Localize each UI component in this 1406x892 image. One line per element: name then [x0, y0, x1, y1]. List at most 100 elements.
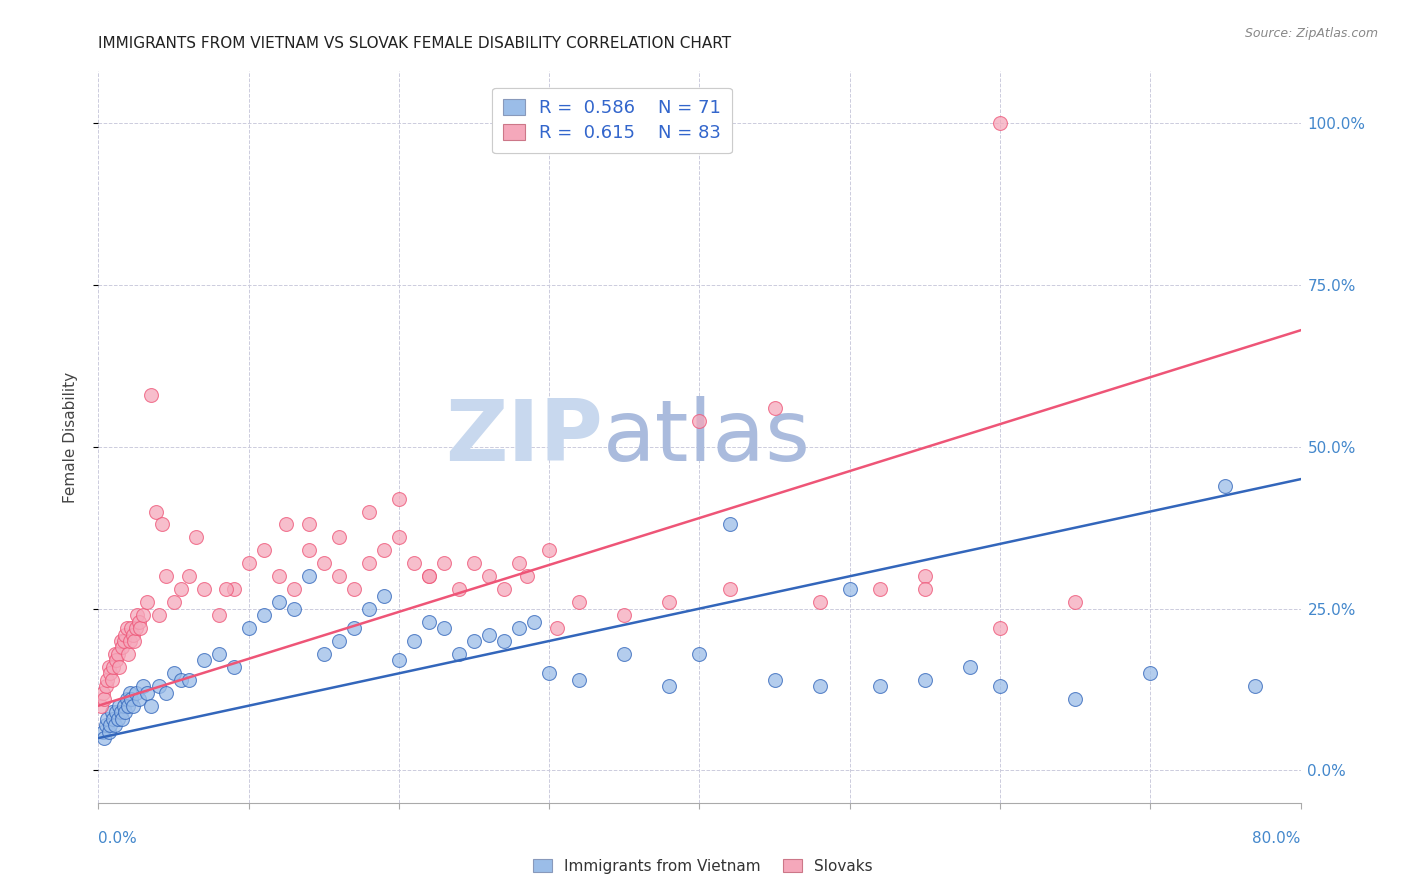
- Point: [193, 653, 215, 667]
- Point: [129, 621, 152, 635]
- Point: [155, 686, 177, 700]
- Point: [253, 543, 276, 558]
- Point: [516, 569, 538, 583]
- Point: [193, 582, 215, 597]
- Point: [208, 608, 231, 623]
- Point: [97, 724, 120, 739]
- Point: [388, 491, 411, 506]
- Point: [117, 647, 139, 661]
- Point: [402, 634, 425, 648]
- Point: [215, 582, 238, 597]
- Text: atlas: atlas: [603, 395, 811, 479]
- Point: [689, 414, 711, 428]
- Point: [538, 543, 561, 558]
- Text: 80.0%: 80.0%: [1253, 831, 1301, 846]
- Point: [121, 621, 143, 635]
- Point: [546, 621, 568, 635]
- Point: [463, 557, 485, 571]
- Point: [988, 679, 1011, 693]
- Point: [388, 530, 411, 544]
- Point: [139, 698, 162, 713]
- Point: [1064, 692, 1087, 706]
- Point: [343, 621, 366, 635]
- Point: [298, 569, 321, 583]
- Point: [988, 621, 1011, 635]
- Point: [1244, 679, 1267, 693]
- Point: [121, 692, 143, 706]
- Text: IMMIGRANTS FROM VIETNAM VS SLOVAK FEMALE DISABILITY CORRELATION CHART: IMMIGRANTS FROM VIETNAM VS SLOVAK FEMALE…: [98, 36, 731, 51]
- Point: [463, 634, 485, 648]
- Point: [763, 673, 786, 687]
- Point: [96, 712, 118, 726]
- Point: [114, 627, 136, 641]
- Point: [689, 647, 711, 661]
- Point: [276, 517, 298, 532]
- Point: [238, 557, 260, 571]
- Point: [959, 660, 981, 674]
- Point: [1139, 666, 1161, 681]
- Point: [118, 686, 141, 700]
- Point: [208, 647, 231, 661]
- Point: [112, 634, 135, 648]
- Point: [494, 634, 516, 648]
- Point: [132, 608, 155, 623]
- Point: [108, 660, 131, 674]
- Point: [447, 582, 470, 597]
- Point: [111, 712, 134, 726]
- Point: [107, 647, 129, 661]
- Point: [373, 543, 395, 558]
- Point: [402, 557, 425, 571]
- Point: [808, 595, 831, 609]
- Point: [433, 621, 456, 635]
- Point: [312, 557, 335, 571]
- Point: [108, 698, 131, 713]
- Point: [238, 621, 260, 635]
- Point: [127, 608, 149, 623]
- Point: [135, 595, 157, 609]
- Point: [184, 530, 207, 544]
- Point: [93, 692, 115, 706]
- Point: [125, 686, 148, 700]
- Point: [222, 582, 245, 597]
- Point: [808, 679, 831, 693]
- Text: Source: ZipAtlas.com: Source: ZipAtlas.com: [1244, 27, 1378, 40]
- Point: [494, 582, 516, 597]
- Legend: Immigrants from Vietnam, Slovaks: Immigrants from Vietnam, Slovaks: [527, 853, 879, 880]
- Point: [170, 673, 193, 687]
- Point: [1064, 595, 1087, 609]
- Point: [433, 557, 456, 571]
- Point: [478, 627, 501, 641]
- Point: [298, 543, 321, 558]
- Point: [103, 660, 125, 674]
- Point: [148, 608, 170, 623]
- Point: [267, 569, 290, 583]
- Point: [94, 718, 117, 732]
- Point: [177, 569, 200, 583]
- Point: [115, 692, 138, 706]
- Point: [91, 724, 114, 739]
- Point: [312, 647, 335, 661]
- Point: [112, 698, 135, 713]
- Point: [110, 705, 132, 719]
- Point: [90, 698, 112, 713]
- Point: [838, 582, 860, 597]
- Point: [658, 679, 681, 693]
- Point: [97, 660, 120, 674]
- Point: [122, 627, 145, 641]
- Point: [91, 686, 114, 700]
- Point: [253, 608, 276, 623]
- Point: [568, 673, 591, 687]
- Point: [148, 679, 170, 693]
- Point: [100, 718, 122, 732]
- Point: [988, 116, 1011, 130]
- Point: [613, 647, 636, 661]
- Point: [418, 569, 440, 583]
- Point: [658, 595, 681, 609]
- Point: [357, 504, 380, 518]
- Point: [418, 615, 440, 629]
- Point: [283, 601, 305, 615]
- Point: [869, 679, 891, 693]
- Point: [122, 698, 145, 713]
- Point: [343, 582, 366, 597]
- Point: [124, 634, 146, 648]
